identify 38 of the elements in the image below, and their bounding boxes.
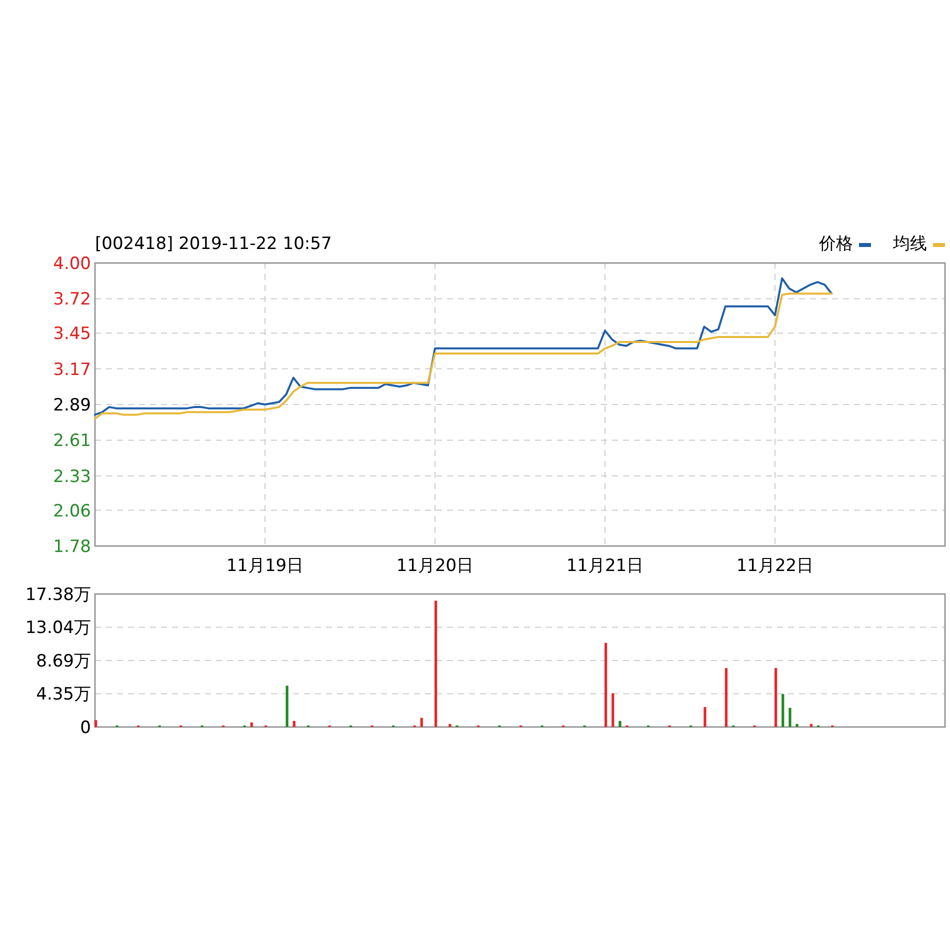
bar (724, 668, 728, 727)
bar (604, 642, 608, 727)
y-tick-label: 3.17 (53, 360, 91, 380)
bar (448, 724, 452, 727)
bar (788, 708, 792, 727)
legend-label: 均线 (892, 234, 927, 254)
x-tick-label: 11月20日 (396, 556, 474, 576)
y-tick-label: 8.69万 (36, 652, 91, 672)
bar (250, 722, 253, 727)
x-tick-label: 11月19日 (226, 556, 304, 576)
y-tick-label: 3.45 (53, 324, 91, 344)
x-tick-label: 11月22日 (736, 556, 814, 576)
y-tick-label: 2.06 (53, 501, 91, 522)
bar (782, 694, 784, 727)
bar (434, 600, 438, 727)
y-tick-label: 2.61 (53, 431, 91, 452)
y-tick-label: 4.35万 (36, 684, 91, 705)
y-tick-label: 3.72 (53, 290, 91, 310)
bar (796, 724, 798, 727)
y-tick-label: 2.33 (53, 466, 91, 487)
y-tick-label: 2.89 (53, 396, 91, 416)
bar (420, 718, 423, 727)
bar (704, 707, 706, 727)
bar (810, 724, 813, 727)
y-tick-label: 13.04万 (25, 618, 91, 638)
y-tick-label: 4.00 (53, 254, 91, 274)
legend-label: 价格 (818, 234, 853, 254)
x-tick-label: 11月21日 (566, 556, 644, 576)
bar (618, 720, 622, 727)
y-tick-label: 17.38万 (25, 585, 91, 605)
y-tick-label: 0 (80, 718, 91, 738)
bar (286, 686, 288, 727)
bar (94, 720, 98, 727)
bar (612, 693, 614, 727)
y-tick-label: 1.78 (53, 537, 91, 557)
bar (292, 720, 296, 727)
bar (774, 668, 778, 727)
chart-title: [002418] 2019-11-22 10:57 (95, 234, 332, 254)
